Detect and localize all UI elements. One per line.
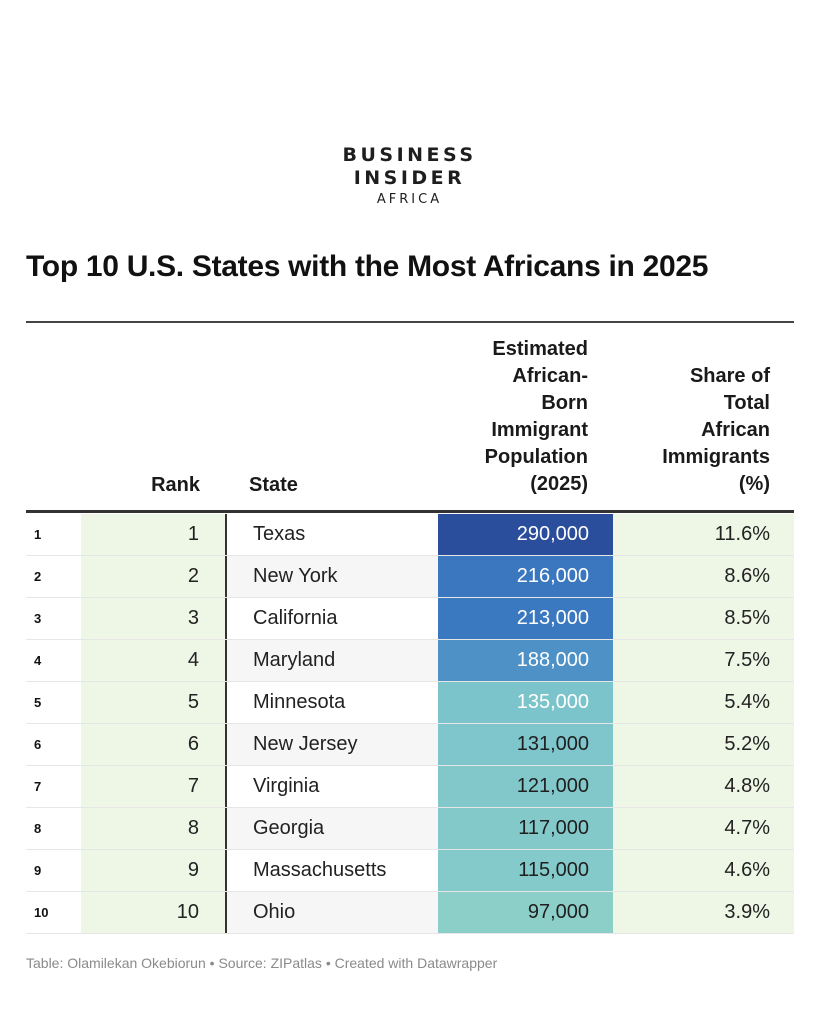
share-cell: 8.6% [613,556,794,597]
table-row: 2 2 New York 216,000 8.6% [26,556,794,598]
state-cell: Massachusetts [225,850,438,891]
rank-cell: 8 [81,808,225,849]
rank-cell: 2 [81,556,225,597]
population-cell: 131,000 [438,724,613,765]
row-index: 6 [34,737,42,752]
rank-cell: 9 [81,850,225,891]
population-cell: 290,000 [438,514,613,555]
table-row: 1 1 Texas 290,000 11.6% [26,514,794,556]
header-population: Estimated African- Born Immigrant Population… [440,336,588,498]
state-cell: New York [225,556,438,597]
rank-cell: 5 [81,682,225,723]
header-rank: Rank [151,474,200,496]
header-population-line: Born [541,392,588,414]
state-cell: Georgia [225,808,438,849]
population-cell: 216,000 [438,556,613,597]
row-index: 9 [34,863,42,878]
table-row: 4 4 Maryland 188,000 7.5% [26,640,794,682]
header-population-line: Estimated [492,338,588,360]
row-index: 7 [34,779,42,794]
logo-line-3: AFRICA [376,192,443,207]
population-cell: 188,000 [438,640,613,681]
share-cell: 7.5% [613,640,794,681]
row-index: 1 [34,527,42,542]
row-index: 5 [34,695,42,710]
state-cell: Minnesota [225,682,438,723]
row-index: 3 [34,611,42,626]
header-population-line: Population [484,446,588,468]
table-row: 5 5 Minnesota 135,000 5.4% [26,682,794,724]
rank-cell: 4 [81,640,225,681]
table-row: 6 6 New Jersey 131,000 5.2% [26,724,794,766]
share-cell: 5.4% [613,682,794,723]
share-cell: 4.7% [613,808,794,849]
population-cell: 213,000 [438,598,613,639]
rank-cell: 10 [81,892,225,933]
population-cell: 97,000 [438,892,613,933]
population-cell: 117,000 [438,808,613,849]
table-row: 10 10 Ohio 97,000 3.9% [26,892,794,934]
logo-line-1: BUSINESS [342,144,477,166]
header-population-line: Immigrant [491,419,588,441]
logo-line-2: INSIDER [353,167,466,189]
state-cell: Virginia [225,766,438,807]
share-cell: 4.6% [613,850,794,891]
share-cell: 8.5% [613,598,794,639]
rank-cell: 1 [81,514,225,555]
rank-cell: 3 [81,598,225,639]
population-cell: 115,000 [438,850,613,891]
rank-cell: 6 [81,724,225,765]
table-row: 8 8 Georgia 117,000 4.7% [26,808,794,850]
state-cell: Texas [225,514,438,555]
share-cell: 11.6% [613,514,794,555]
table-row: 3 3 California 213,000 8.5% [26,598,794,640]
state-cell: Ohio [225,892,438,933]
header-share-line: Total [723,392,770,414]
population-cell: 121,000 [438,766,613,807]
state-cell: California [225,598,438,639]
header-share: Share of Total African Immigrants (%) [614,363,770,498]
share-cell: 4.8% [613,766,794,807]
header-population-line: African- [512,365,588,387]
row-index: 2 [34,569,42,584]
top-divider [26,321,794,323]
share-cell: 5.2% [613,724,794,765]
header-share-line: African [701,419,770,441]
header-share-line: Immigrants [662,446,770,468]
data-table: 1 1 Texas 290,000 11.6% 2 2 New York 216,000 8.6%… [26,514,794,934]
share-cell: 3.9% [613,892,794,933]
header-population-line: (2025) [530,473,588,495]
state-cell: Maryland [225,640,438,681]
business-insider-africa-logo: BUSINESS INSIDER AFRICA [0,144,819,209]
header-share-line: (%) [738,473,770,495]
table-row: 7 7 Virginia 121,000 4.8% [26,766,794,808]
header-divider [26,510,794,513]
header-share-line: Share of [689,365,770,387]
rank-cell: 7 [81,766,225,807]
row-index: 8 [34,821,42,836]
state-cell: New Jersey [225,724,438,765]
chart-title: Top 10 U.S. States with the Most African… [26,250,709,283]
row-index: 4 [34,653,42,668]
population-cell: 135,000 [438,682,613,723]
source-footer: Table: Olamilekan Okebiorun • Source: ZI… [26,955,498,971]
header-state: State [249,474,298,496]
table-row: 9 9 Massachusetts 115,000 4.6% [26,850,794,892]
row-index: 10 [34,905,49,920]
